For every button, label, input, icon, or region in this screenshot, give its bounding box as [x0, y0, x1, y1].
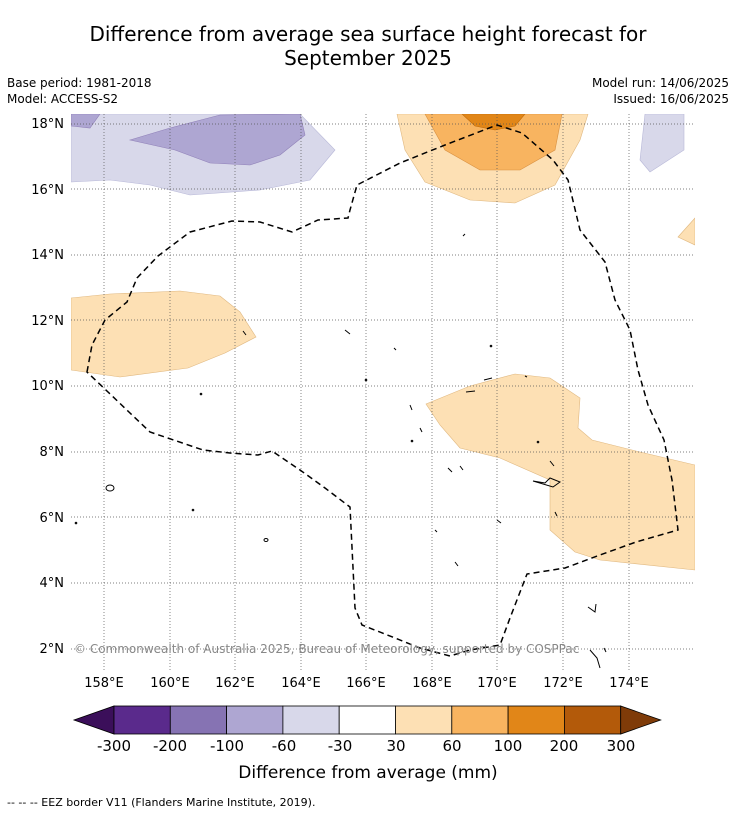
- colorbar-extend-low: [72, 705, 115, 735]
- meta-right: Model run: 14/06/2025 Issued: 16/06/2025: [592, 75, 729, 107]
- anomaly-region-nw-purple: [71, 114, 101, 129]
- lat-label: 18°N: [31, 117, 64, 132]
- colorbar-swatches: [72, 705, 662, 735]
- model-run: Model run: 14/06/2025: [591, 76, 729, 90]
- colorbar-swatch: [564, 705, 622, 735]
- colorbar: -300 -200 -100 -60 -30 30 60 100 200 300…: [72, 705, 662, 783]
- colorbar-swatch: [282, 705, 340, 735]
- colorbar-tick-label: 100: [494, 737, 523, 755]
- lon-label: 170°E: [477, 676, 517, 691]
- eez-legend-note: -- -- -- EEZ border V11 (Flanders Marine…: [7, 796, 316, 809]
- model-name: Model: ACCESS-S2: [7, 92, 119, 106]
- colorbar-label: Difference from average (mm): [238, 763, 497, 783]
- anomaly-region-east-light-orange: [677, 217, 695, 246]
- lat-label: 2°N: [40, 642, 65, 657]
- base-period: Base period: 1981-2018: [7, 76, 152, 90]
- lon-label: 174°E: [609, 676, 649, 691]
- chart-title: Difference from average sea surface heig…: [0, 22, 736, 70]
- anomaly-region-north-dark-orange: [461, 114, 526, 131]
- lon-label: 168°E: [412, 676, 452, 691]
- lat-label: 4°N: [40, 576, 65, 591]
- lon-label: 162°E: [215, 676, 255, 691]
- colorbar-tick-label: -200: [153, 737, 187, 755]
- graticule: [71, 114, 695, 672]
- meta-left: Base period: 1981-2018 Model: ACCESS-S2: [7, 75, 152, 107]
- colorbar-swatch: [451, 705, 509, 735]
- colorbar-tick-label: 200: [550, 737, 579, 755]
- copyright-text: © Commonwealth of Australia 2025, Bureau…: [74, 642, 579, 656]
- issued-date: Issued: 16/06/2025: [613, 92, 729, 106]
- colorbar-swatch: [338, 705, 396, 735]
- anomaly-region-north-purple: [128, 114, 306, 166]
- lat-label: 8°N: [40, 445, 65, 460]
- colorbar-swatch: [395, 705, 453, 735]
- lat-labels: 18°N 16°N 14°N 12°N 10°N 8°N 6°N 4°N 2°N: [31, 117, 64, 657]
- anomaly-region-west-light-orange: [71, 290, 257, 378]
- lon-label: 158°E: [84, 676, 124, 691]
- colorbar-swatch: [226, 705, 284, 735]
- colorbar-tick-label: -300: [97, 737, 131, 755]
- lon-labels: 158°E 160°E 162°E 164°E 166°E 168°E 170°…: [84, 676, 649, 691]
- anomaly-region-north-orange: [424, 114, 563, 171]
- colorbar-swatch: [507, 705, 565, 735]
- lat-label: 12°N: [31, 314, 64, 329]
- lat-label: 14°N: [31, 248, 64, 263]
- lon-label: 160°E: [150, 676, 190, 691]
- colorbar-tick-label: 60: [442, 737, 461, 755]
- colorbar-extend-high: [620, 705, 662, 735]
- title-line-2: September 2025: [284, 46, 452, 70]
- colorbar-ticks: -300 -200 -100 -60 -30 30 60 100 200 300: [97, 737, 635, 755]
- colorbar-tick-label: 30: [386, 737, 405, 755]
- lon-label: 164°E: [281, 676, 321, 691]
- lon-label: 166°E: [346, 676, 386, 691]
- map-area: © Commonwealth of Australia 2025, Bureau…: [71, 114, 695, 672]
- colorbar-tick-label: -100: [210, 737, 244, 755]
- colorbar-tick-label: -60: [272, 737, 297, 755]
- eez-border: [86, 124, 679, 657]
- title-line-1: Difference from average sea surface heig…: [89, 22, 647, 46]
- colorbar-tick-label: 300: [607, 737, 636, 755]
- colorbar-tick-label: -30: [328, 737, 353, 755]
- lat-label: 10°N: [31, 379, 64, 394]
- anomaly-region-central-light-orange: [425, 373, 695, 571]
- islands: [74, 233, 607, 669]
- anomaly-region-ne-light-purple: [639, 114, 685, 173]
- lon-label: 172°E: [543, 676, 583, 691]
- lat-label: 16°N: [31, 183, 64, 198]
- colorbar-swatch: [169, 705, 228, 735]
- lat-label: 6°N: [40, 511, 65, 526]
- colorbar-swatch: [113, 705, 171, 735]
